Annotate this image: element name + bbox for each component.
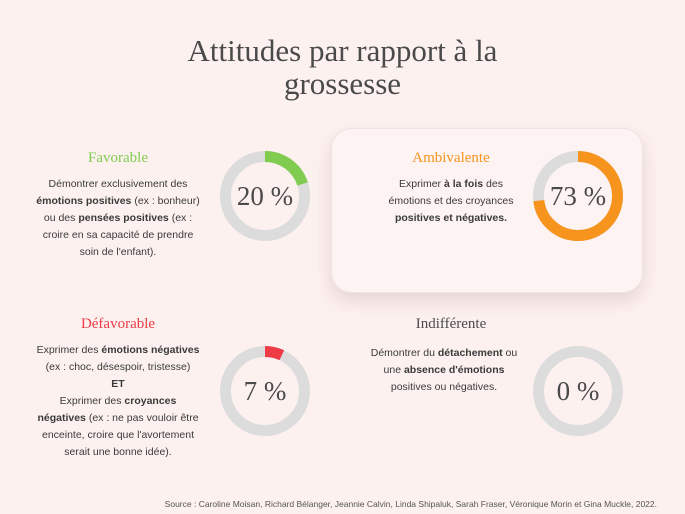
- ambivalente-percent: 73 %: [549, 180, 607, 211]
- source-citation: Source : Caroline Moisan, Richard Bélang…: [164, 499, 657, 509]
- favorable-desc-text: croire en sa capacité de prendre: [42, 229, 194, 241]
- indifferente-desc-text: absence d'émotions: [403, 364, 505, 376]
- ambivalente-desc-line: Exprimer à la fois des: [365, 176, 537, 193]
- defavorable-desc-line: Exprimer des croyances: [22, 393, 214, 410]
- defavorable-desc-text: enceinte, croire que l'avortement: [41, 429, 194, 441]
- indifferente-desc-text: Démontrer du: [370, 347, 438, 359]
- indifferente-desc-text: positives ou négatives.: [390, 381, 498, 393]
- indifferente-percent: 0 %: [556, 375, 600, 406]
- indifferente-desc-line: positives ou négatives.: [352, 379, 536, 396]
- defavorable-desc-text: (ex : choc, désespoir, tristesse): [45, 361, 191, 373]
- title-line-2: grossesse: [283, 66, 402, 101]
- indifferente-description: Démontrer du détachement ou une absence d…: [352, 345, 536, 396]
- favorable-desc-text: émotions positives: [36, 195, 132, 207]
- defavorable-desc-text: ET: [111, 378, 125, 390]
- defavorable-desc-line: enceinte, croire que l'avortement: [22, 427, 214, 444]
- defavorable-donut-svg: [220, 346, 310, 436]
- favorable-desc-line: Démontrer exclusivement des: [22, 176, 214, 193]
- indifferente-donut: 0 %: [532, 345, 624, 437]
- favorable-description: Démontrer exclusivement des émotions posi…: [22, 176, 214, 261]
- defavorable-donut-arc: [220, 346, 310, 436]
- defavorable-desc-text: (ex : ne pas vouloir être: [85, 412, 199, 424]
- defavorable-desc-line: (ex : choc, désespoir, tristesse): [22, 359, 214, 376]
- indifferente-desc-text: ou: [502, 347, 518, 359]
- ambivalente-desc-line: positives et négatives.: [365, 210, 537, 227]
- defavorable-donut: 7 %: [219, 345, 311, 437]
- favorable-desc-line: croire en sa capacité de prendre: [22, 227, 214, 244]
- favorable-desc-text: soin de l'enfant).: [79, 246, 157, 258]
- defavorable-desc-text: Exprimer des: [36, 344, 102, 356]
- ambivalente-donut-arc: [533, 151, 623, 241]
- page-title: Attitudes par rapport à la grossesse: [0, 34, 685, 100]
- defavorable-desc-line: ET: [22, 376, 214, 393]
- ambivalente-desc-text: à la fois: [443, 178, 484, 190]
- ambivalente-desc-text: Exprimer: [399, 178, 444, 190]
- favorable-donut: 20 %: [219, 150, 311, 242]
- favorable-donut-arc: [220, 151, 310, 241]
- favorable-label: Favorable: [88, 150, 148, 166]
- indifferente-donut-svg: [533, 346, 623, 436]
- indifferente-desc-line: une absence d'émotions: [352, 362, 536, 379]
- title-line-1: Attitudes par rapport à la: [187, 33, 498, 68]
- favorable-desc-line: émotions positives (ex : bonheur): [22, 193, 214, 210]
- favorable-desc-line: ou des pensées positives (ex :: [22, 210, 214, 227]
- indifferente-desc-text: détachement: [437, 347, 503, 359]
- defavorable-desc-text: émotions négatives: [101, 344, 200, 356]
- defavorable-desc-text: négatives: [37, 412, 86, 424]
- defavorable-label: Défavorable: [80, 316, 156, 332]
- favorable-desc-text: pensées positives: [78, 212, 169, 224]
- ambivalente-label: Ambivalente: [412, 150, 490, 166]
- defavorable-description: Exprimer des émotions négatives (ex : cho…: [22, 342, 214, 461]
- ambivalente-desc-text: émotions et des croyances: [388, 195, 514, 207]
- favorable-desc-text: (ex :: [168, 212, 193, 224]
- favorable-percent: 20 %: [236, 180, 294, 211]
- ambivalente-desc-text: des: [483, 178, 503, 190]
- ambivalente-desc-line: émotions et des croyances: [365, 193, 537, 210]
- ambivalente-donut: 73 %: [532, 150, 624, 242]
- favorable-desc-line: soin de l'enfant).: [22, 244, 214, 261]
- defavorable-desc-text: croyances: [124, 395, 177, 407]
- indifferente-donut-track: [533, 346, 623, 436]
- indifferente-desc-text: une: [383, 364, 404, 376]
- favorable-donut-svg: [220, 151, 310, 241]
- indifferente-desc-line: Démontrer du détachement ou: [352, 345, 536, 362]
- defavorable-desc-text: serait une bonne idée).: [64, 446, 172, 458]
- ambivalente-donut-svg: [533, 151, 623, 241]
- indifferente-label: Indifférente: [415, 316, 487, 332]
- defavorable-desc-line: Exprimer des émotions négatives: [22, 342, 214, 359]
- ambivalente-desc-text: positives et négatives.: [394, 212, 508, 224]
- defavorable-desc-line: négatives (ex : ne pas vouloir être: [22, 410, 214, 427]
- defavorable-desc-line: serait une bonne idée).: [22, 444, 214, 461]
- defavorable-desc-text: Exprimer des: [59, 395, 125, 407]
- ambivalente-description: Exprimer à la fois des émotions et des cr…: [365, 176, 537, 227]
- defavorable-percent: 7 %: [243, 375, 287, 406]
- favorable-desc-text: ou des: [43, 212, 79, 224]
- favorable-desc-text: (ex : bonheur): [131, 195, 200, 207]
- favorable-desc-text: Démontrer exclusivement des: [48, 178, 188, 190]
